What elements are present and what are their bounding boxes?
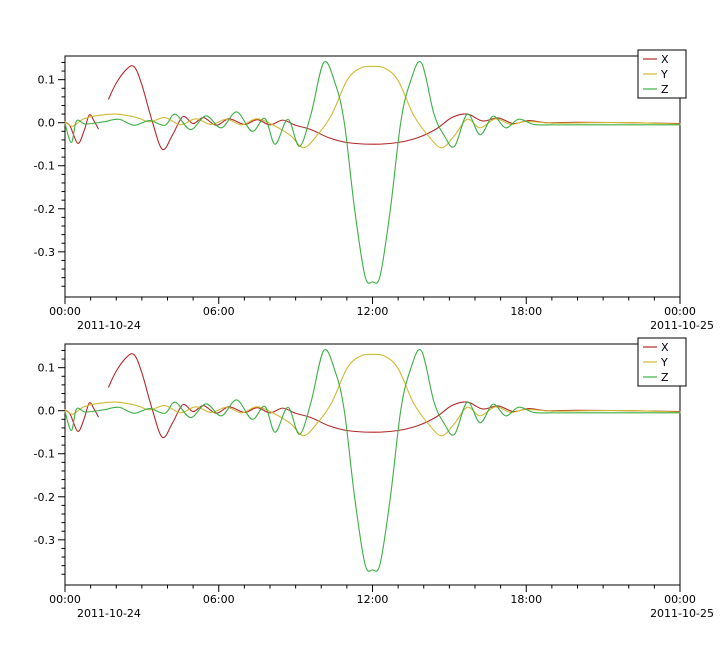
x-tick-label: 00:00 — [664, 593, 696, 606]
y-tick-label: -0.2 — [34, 203, 55, 216]
x-tick-label: 18:00 — [510, 305, 542, 318]
x-tick-label: 00:00 — [664, 305, 696, 318]
series-Y — [64, 353, 681, 437]
y-tick-label: -0.1 — [34, 160, 55, 173]
series-X — [64, 65, 681, 151]
x-tick-label: 12:00 — [357, 593, 389, 606]
legend-label-Y: Y — [660, 68, 668, 81]
date-label-right: 2011-10-25 — [650, 319, 714, 332]
legend: XYZ — [637, 337, 687, 387]
legend-label-Y: Y — [660, 356, 668, 369]
series-Y — [64, 65, 681, 149]
y-tick-label: 0.0 — [38, 405, 56, 418]
x-tick-label: 06:00 — [203, 305, 235, 318]
x-tick-label: 00:00 — [49, 305, 81, 318]
chart-bottom-svg: 0.1 0.0 -0.1 -0.2 -0.3 00:00 06:00 12:00 18:00 00… — [34, 337, 714, 620]
x-tick-label: 18:00 — [510, 593, 542, 606]
y-tick-label: -0.3 — [34, 246, 55, 259]
y-tick-label: 0.0 — [38, 117, 56, 130]
axes: 0.1 0.0 -0.1 -0.2 -0.3 00:00 06:00 12:00 18:00 00… — [34, 343, 714, 620]
legend-label-X: X — [661, 53, 669, 66]
legend-label-X: X — [661, 341, 669, 354]
chart-top: 0.1 0.0 -0.1 -0.2 -0.3 00:00 06:00 12:00 18:00 00… — [0, 44, 724, 344]
legend-label-Z: Z — [661, 371, 669, 384]
date-label-left: 2011-10-24 — [77, 319, 141, 332]
chart-top-svg: 0.1 0.0 -0.1 -0.2 -0.3 00:00 06:00 12:00 18:00 00… — [34, 49, 714, 332]
legend: XYZ — [637, 49, 687, 99]
y-tick-label: 0.1 — [38, 74, 56, 87]
y-tick-label: -0.3 — [34, 534, 55, 547]
series-X — [64, 353, 681, 439]
y-tick-label: -0.1 — [34, 448, 55, 461]
date-label-right: 2011-10-25 — [650, 607, 714, 620]
series-Z — [64, 60, 681, 284]
x-tick-label: 06:00 — [203, 593, 235, 606]
y-tick-label: -0.2 — [34, 491, 55, 504]
series-Z — [64, 348, 681, 572]
legend-label-Z: Z — [661, 83, 669, 96]
chart-bottom: 0.1 0.0 -0.1 -0.2 -0.3 00:00 06:00 12:00 18:00 00… — [0, 332, 724, 632]
y-tick-label: 0.1 — [38, 362, 56, 375]
x-tick-label: 12:00 — [357, 305, 389, 318]
x-tick-label: 00:00 — [49, 593, 81, 606]
date-label-left: 2011-10-24 — [77, 607, 141, 620]
axes: 0.1 0.0 -0.1 -0.2 -0.3 00:00 06:00 12:00 18:00 00… — [34, 55, 714, 332]
